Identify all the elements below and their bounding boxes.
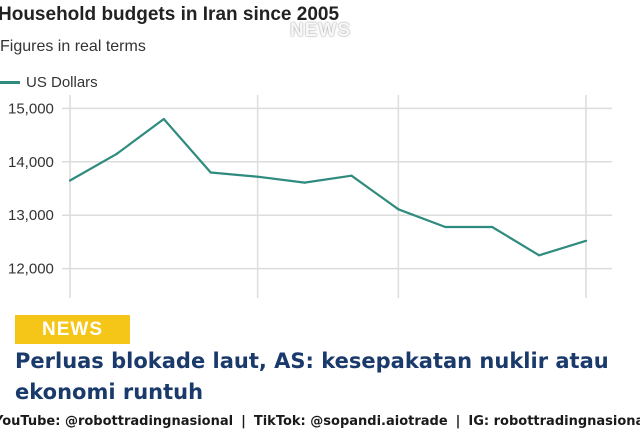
data-point bbox=[444, 225, 447, 229]
data-point bbox=[397, 208, 400, 211]
y-tick-label: 15,000 bbox=[8, 100, 54, 117]
legend-swatch bbox=[0, 81, 20, 84]
youtube-handle: YouTube: @robottradingnasional bbox=[0, 414, 234, 429]
tiktok-handle: TikTok: @sopandi.aiotrade bbox=[253, 414, 448, 429]
series-line bbox=[69, 117, 587, 257]
data-point bbox=[68, 179, 72, 182]
legend-label: US Dollars bbox=[26, 74, 98, 91]
data-point bbox=[537, 254, 541, 257]
headline: Perluas blokade laut, AS: kesepakatan nu… bbox=[15, 349, 609, 404]
data-point bbox=[115, 152, 119, 155]
social-separator: | bbox=[455, 414, 461, 429]
data-point bbox=[350, 174, 353, 177]
social-bar: YouTube: @robottradingnasional | TikTok: @… bbox=[0, 414, 640, 429]
chart-subtitle: Figures in real terms bbox=[0, 38, 146, 55]
news-watermark: NEWS bbox=[290, 20, 351, 41]
chart-legend: US Dollars bbox=[0, 74, 98, 91]
data-point bbox=[209, 171, 212, 174]
data-point bbox=[162, 117, 165, 121]
news-badge: NEWS bbox=[15, 315, 130, 344]
data-point bbox=[303, 181, 306, 184]
instagram-handle: IG: robottradingnasional bbox=[468, 414, 640, 429]
y-tick-label: 13,000 bbox=[8, 207, 54, 224]
social-separator: | bbox=[241, 414, 246, 429]
data-point bbox=[256, 175, 259, 178]
data-point bbox=[491, 225, 494, 229]
y-tick-label: 14,000 bbox=[8, 154, 54, 171]
data-point bbox=[584, 239, 588, 242]
chart-title: Household budgets in Iran since 2005 bbox=[0, 4, 340, 25]
y-tick-label: 12,000 bbox=[8, 261, 54, 278]
line-chart: 12,000 13,000 14,000 15,000 bbox=[8, 95, 612, 298]
